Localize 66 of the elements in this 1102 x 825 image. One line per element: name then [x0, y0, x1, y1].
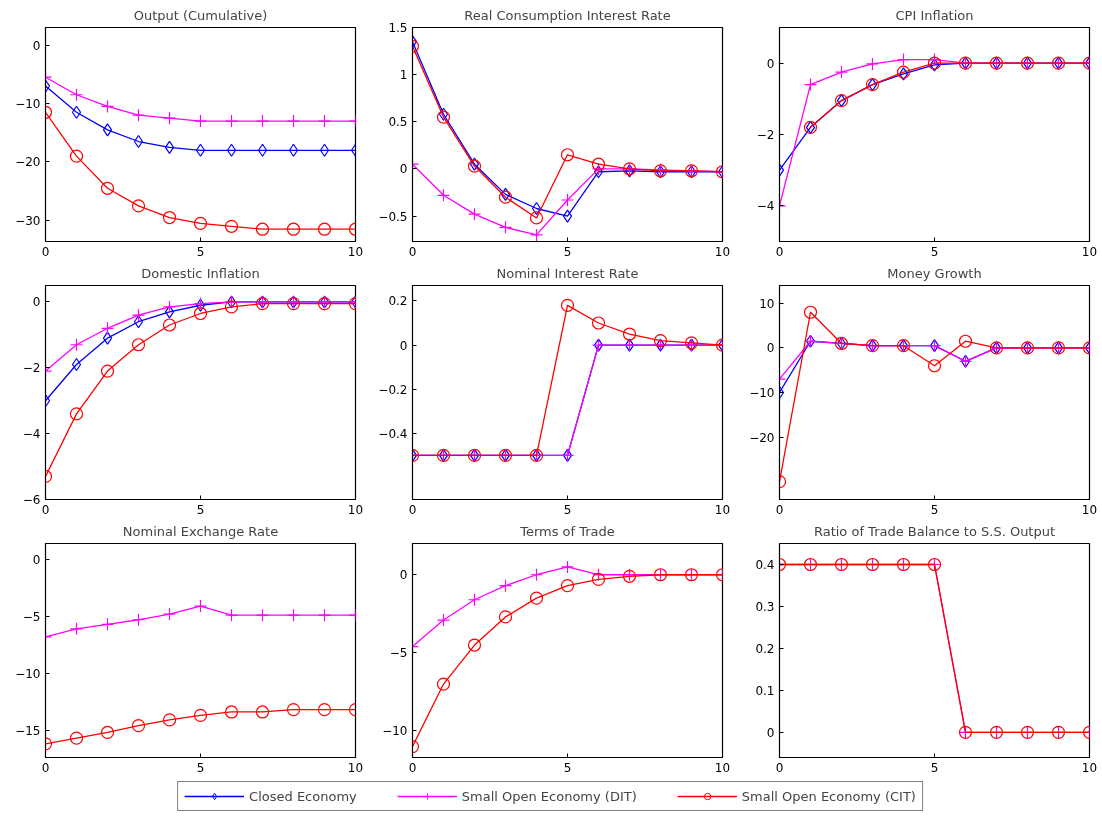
y-tick-label: 0 — [32, 552, 41, 567]
y-tick-label: 0 — [766, 341, 775, 356]
legend-label: Closed Economy — [249, 788, 357, 804]
chart-title: Output (Cumulative) — [133, 7, 268, 23]
y-tick-label: −10 — [749, 386, 775, 400]
x-tick-label: 10 — [347, 760, 364, 775]
y-tick-label: −4 — [22, 427, 41, 442]
x-tick-label: 5 — [563, 502, 572, 517]
y-tick-label: 0.2 — [388, 294, 408, 309]
y-tick-label: −30 — [15, 213, 41, 228]
y-tick-label: −20 — [749, 430, 775, 445]
chart-title: Real Consumption Interest Rate — [464, 7, 671, 23]
x-tick-label: 5 — [196, 760, 205, 775]
y-tick-label: −2 — [756, 128, 775, 142]
y-tick-label: 0 — [32, 295, 41, 310]
y-tick-label: 0.3 — [755, 599, 775, 614]
x-tick-label: 10 — [714, 502, 731, 517]
x-tick-label: 10 — [714, 244, 731, 259]
x-tick-label: 10 — [347, 244, 364, 259]
y-tick-label: −5 — [389, 646, 408, 661]
y-tick-label: 1 — [399, 68, 408, 83]
x-tick-label: 5 — [930, 502, 939, 517]
y-tick-label: 0.2 — [755, 641, 775, 656]
y-tick-label: −10 — [15, 666, 41, 681]
y-tick-label: −15 — [15, 723, 41, 738]
x-tick-label: 5 — [563, 244, 572, 259]
y-tick-label: 0.1 — [755, 683, 775, 698]
y-tick-label: 0 — [766, 56, 775, 71]
y-tick-label: −10 — [15, 97, 41, 112]
y-tick-label: 0.5 — [388, 115, 408, 130]
legend-label: Small Open Economy (DIT) — [461, 788, 637, 804]
y-tick-label: −0.4 — [378, 426, 408, 441]
y-tick-label: −4 — [756, 199, 775, 214]
chart-title: Domestic Inflation — [141, 265, 260, 281]
x-tick-label: 10 — [1081, 502, 1098, 517]
x-tick-label: 10 — [347, 502, 364, 517]
y-tick-label: 10 — [759, 296, 775, 311]
y-tick-label: 0 — [399, 162, 408, 177]
y-tick-label: −10 — [382, 724, 408, 739]
y-tick-label: −5 — [22, 609, 41, 624]
y-tick-label: −6 — [22, 493, 41, 507]
x-tick-label: 5 — [196, 502, 205, 517]
chart-title: Ratio of Trade Balance to S.S. Output — [813, 523, 1056, 539]
y-tick-label: −20 — [15, 155, 41, 170]
y-tick-label: 0 — [399, 568, 408, 583]
chart-title: Nominal Exchange Rate — [122, 523, 279, 539]
y-tick-label: −2 — [22, 361, 41, 376]
x-tick-label: 10 — [714, 760, 731, 775]
chart-title: Nominal Interest Rate — [496, 265, 639, 281]
y-tick-label: −0.5 — [378, 209, 408, 224]
x-tick-label: 10 — [1081, 244, 1098, 259]
legend-label: Small Open Economy (CIT) — [741, 788, 916, 804]
y-tick-label: 0 — [766, 725, 775, 740]
x-tick-label: 10 — [1081, 760, 1098, 775]
x-tick-label: 5 — [563, 760, 572, 775]
chart-title: Terms of Trade — [519, 523, 615, 539]
chart-title: Money Growth — [887, 265, 982, 281]
x-tick-label: 5 — [930, 244, 939, 259]
y-tick-label: −0.2 — [378, 382, 408, 397]
y-tick-label: 0.4 — [755, 557, 775, 572]
chart-title: CPI Inflation — [895, 7, 974, 23]
y-tick-label: 1.5 — [388, 21, 408, 35]
x-tick-label: 5 — [930, 760, 939, 775]
y-tick-label: 0 — [32, 38, 41, 53]
x-tick-label: 5 — [196, 244, 205, 259]
y-tick-label: 0 — [399, 338, 408, 353]
